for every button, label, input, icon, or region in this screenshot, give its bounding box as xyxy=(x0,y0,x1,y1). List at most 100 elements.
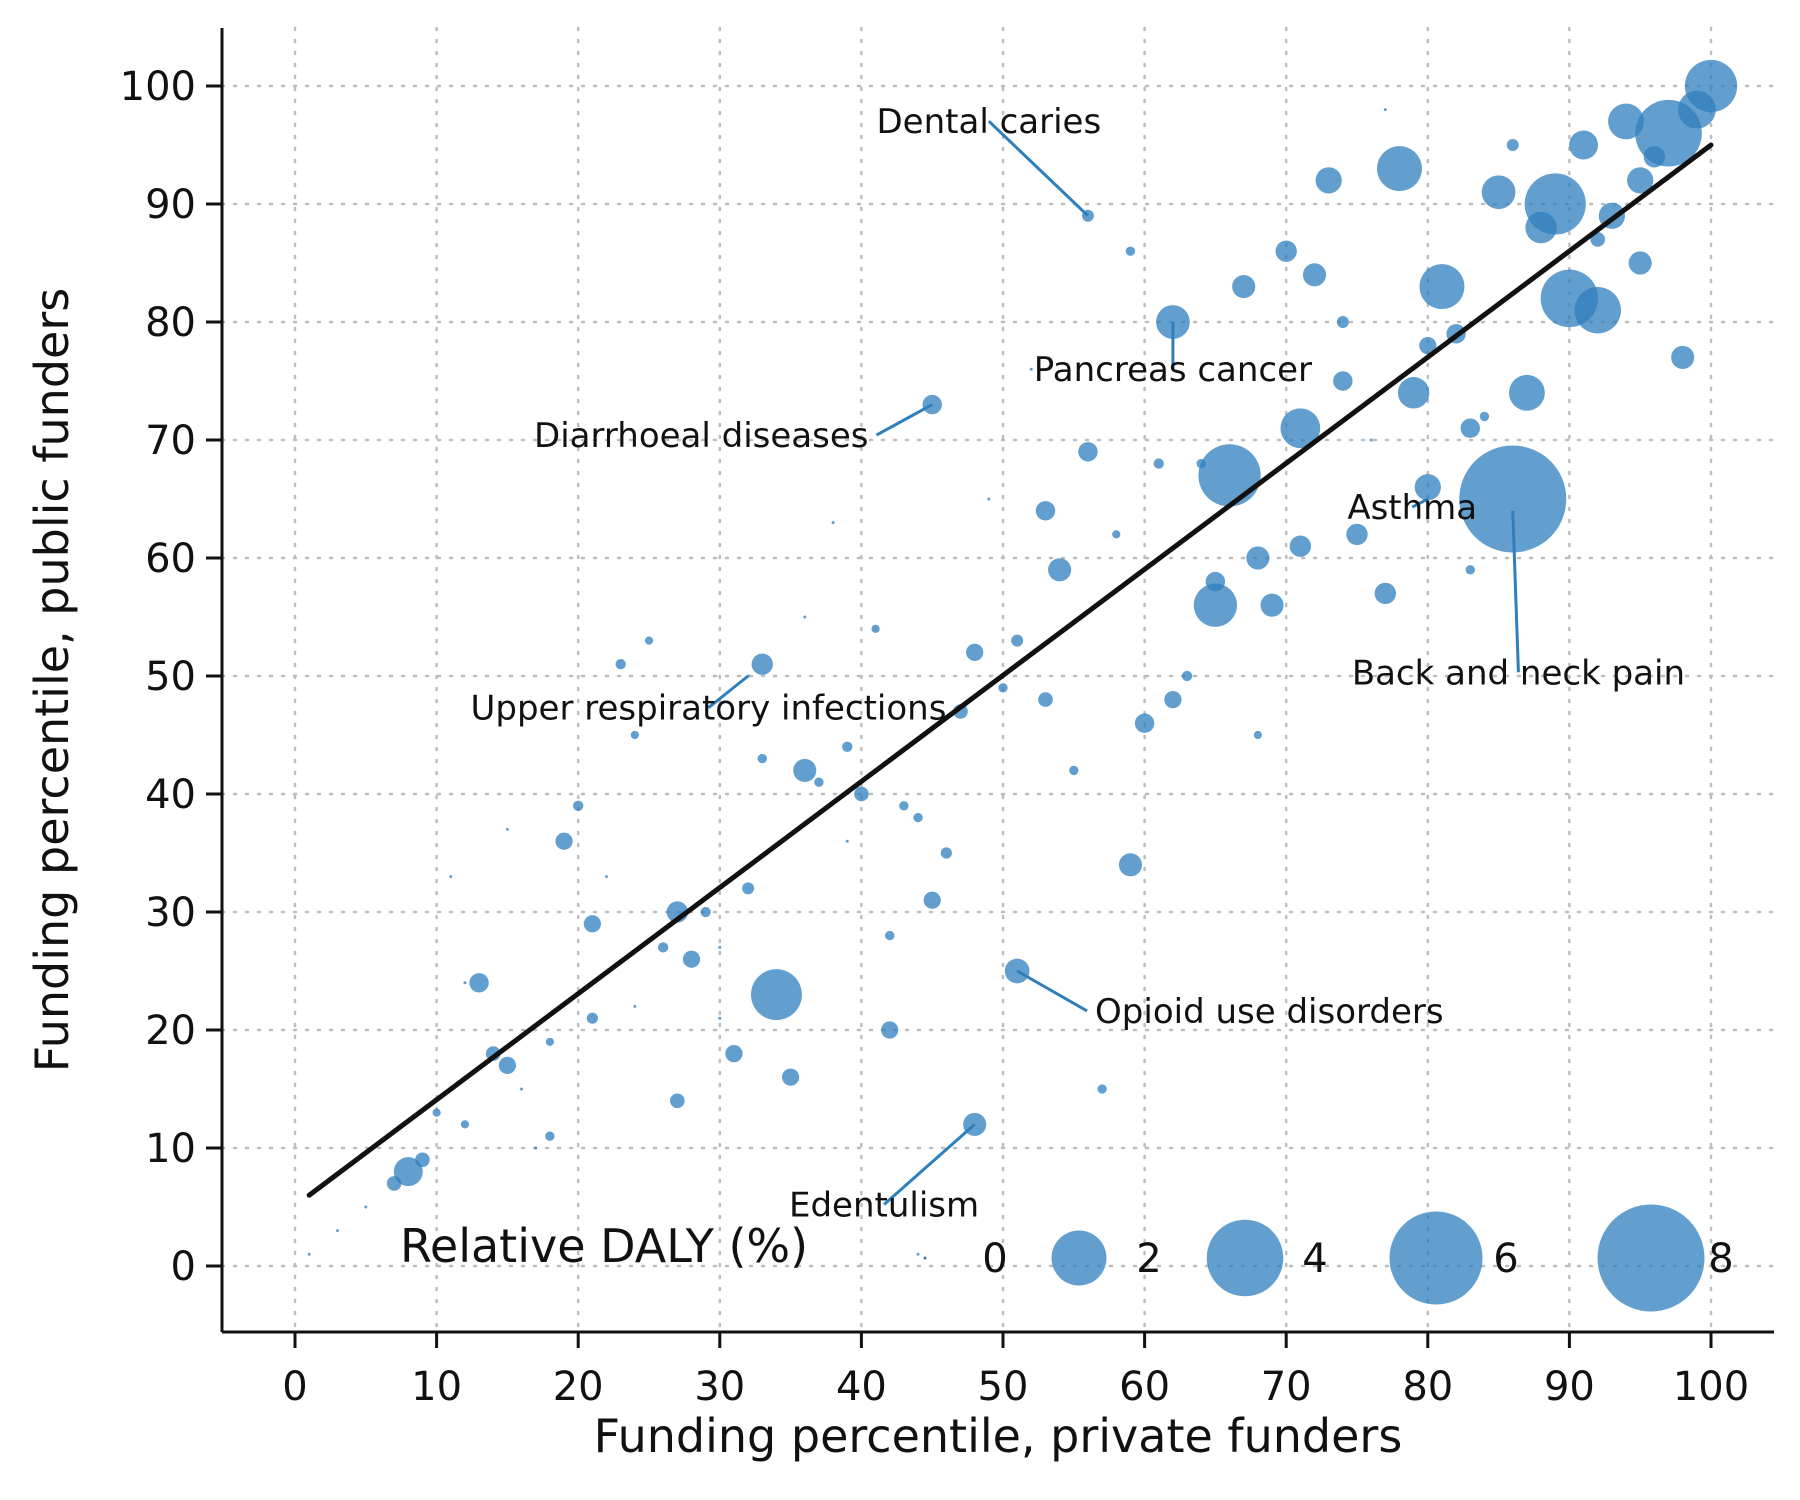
data-point xyxy=(1246,546,1270,570)
data-point xyxy=(605,875,609,879)
data-point xyxy=(751,653,773,675)
data-point xyxy=(987,497,991,501)
data-point xyxy=(1465,565,1475,575)
legend-size-circle xyxy=(1389,1211,1483,1305)
data-point xyxy=(1336,315,1349,329)
data-point xyxy=(1628,251,1652,275)
data-point xyxy=(913,812,923,823)
data-point xyxy=(1459,445,1567,553)
data-point xyxy=(842,741,853,752)
data-point xyxy=(520,1087,524,1091)
x-tick-label: 60 xyxy=(1119,1364,1170,1410)
data-point xyxy=(1590,232,1606,247)
data-point xyxy=(505,827,509,831)
annotation-connector xyxy=(1411,497,1429,509)
data-point xyxy=(583,915,601,933)
data-point xyxy=(555,832,573,850)
annotation-label: Pancreas cancer xyxy=(1034,350,1312,390)
trend-line-group xyxy=(306,142,1714,1198)
data-point xyxy=(1196,458,1206,469)
data-point xyxy=(386,1176,402,1191)
data-point xyxy=(630,730,639,740)
data-point xyxy=(534,1146,538,1150)
x-tick-label: 10 xyxy=(411,1364,462,1410)
data-point xyxy=(793,758,817,782)
data-point xyxy=(1029,367,1033,371)
y-tick-label: 70 xyxy=(145,418,196,464)
y-tick-label: 20 xyxy=(145,1008,196,1054)
y-tick-label: 60 xyxy=(145,536,196,582)
data-point xyxy=(615,659,626,670)
data-point xyxy=(881,1021,899,1039)
data-point xyxy=(1460,418,1481,438)
data-point xyxy=(1574,286,1621,334)
data-point xyxy=(700,906,711,918)
data-point xyxy=(415,1152,430,1168)
data-point xyxy=(1198,444,1261,507)
data-point xyxy=(1671,345,1695,369)
data-point xyxy=(916,1252,920,1256)
data-point xyxy=(545,1037,554,1046)
legend-title: Relative DALY (%) xyxy=(400,1219,808,1273)
legend-size-label: 4 xyxy=(1302,1236,1327,1282)
data-point xyxy=(393,1157,423,1187)
legend-size-label: 2 xyxy=(1136,1236,1161,1282)
data-point xyxy=(586,1012,598,1024)
data-point xyxy=(463,981,467,985)
data-point xyxy=(1479,411,1490,422)
data-point xyxy=(1569,130,1599,160)
data-point xyxy=(718,945,722,949)
x-tick-label: 0 xyxy=(282,1364,307,1410)
data-point xyxy=(1153,458,1164,469)
annotation-connector xyxy=(875,403,933,437)
data-point xyxy=(469,973,489,993)
annotation-label: Dental caries xyxy=(877,102,1102,142)
y-tick-label: 50 xyxy=(145,654,196,700)
y-tick-label: 90 xyxy=(145,182,196,228)
annotations: Dental caries Pancreas cancer Diarrhoeal d… xyxy=(471,102,1686,1225)
data-point xyxy=(966,643,984,662)
legend-size-label: 0 xyxy=(982,1236,1007,1282)
x-tick-label: 80 xyxy=(1402,1364,1453,1410)
data-point xyxy=(718,1016,722,1020)
data-point xyxy=(1525,211,1557,244)
data-point xyxy=(1333,371,1353,391)
data-point xyxy=(854,786,869,802)
y-tick-label: 0 xyxy=(171,1244,196,1290)
data-point xyxy=(644,636,654,645)
annotation-label: Edentulism xyxy=(789,1185,979,1225)
data-point xyxy=(1035,501,1056,521)
x-axis-title: Funding percentile, private funders xyxy=(594,1409,1403,1463)
legend-size-label: 8 xyxy=(1708,1236,1733,1282)
data-point xyxy=(1260,593,1284,617)
annotation-label: Asthma xyxy=(1347,488,1477,528)
data-point xyxy=(814,777,824,787)
data-point xyxy=(1205,571,1226,592)
data-point xyxy=(1112,530,1121,539)
data-points xyxy=(307,59,1738,1256)
annotation-label: Diarrhoeal diseases xyxy=(534,416,868,456)
x-tick-label: 50 xyxy=(978,1364,1029,1410)
data-point xyxy=(545,1131,555,1141)
annotation-connector xyxy=(1016,969,1088,1013)
x-tick-label: 90 xyxy=(1544,1364,1595,1410)
data-point xyxy=(1232,275,1256,299)
data-point xyxy=(1608,103,1644,140)
data-point xyxy=(885,930,895,941)
y-tick-label: 100 xyxy=(120,64,196,110)
data-point xyxy=(1069,765,1079,776)
trend-line xyxy=(306,142,1714,1198)
data-point xyxy=(1048,558,1072,582)
data-point xyxy=(460,1120,470,1129)
data-point xyxy=(1181,670,1193,682)
data-point xyxy=(899,801,909,811)
data-point xyxy=(1346,523,1368,546)
y-tick-label: 80 xyxy=(145,300,196,346)
annotation-connector xyxy=(987,120,1089,217)
data-point xyxy=(1419,336,1437,355)
data-point xyxy=(845,839,849,843)
x-tick-label: 40 xyxy=(836,1364,887,1410)
data-point xyxy=(633,1004,637,1008)
